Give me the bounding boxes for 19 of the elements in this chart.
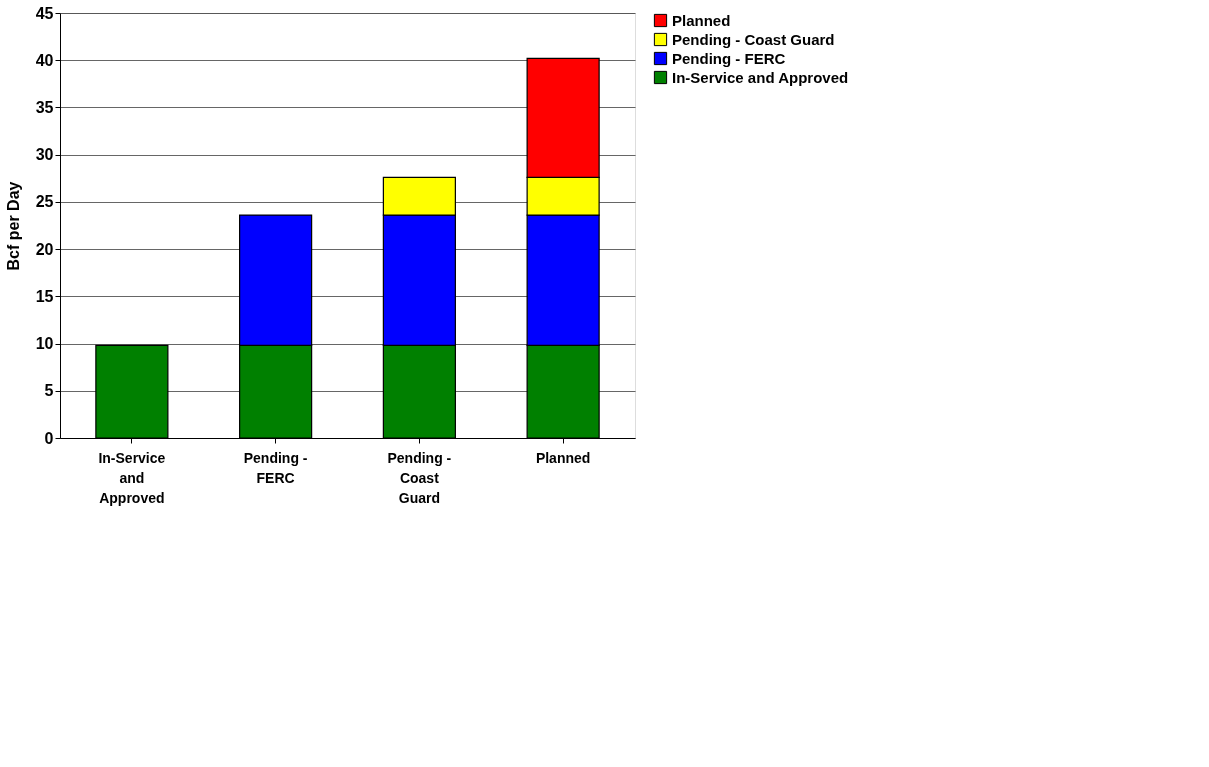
y-tick-label: 0 [44, 429, 54, 447]
x-tick-label: In-Service and Approved [98, 449, 166, 506]
legend-label: Pending - FERC [672, 49, 786, 67]
y-tick-label: 10 [35, 335, 54, 353]
y-tick-label: 25 [35, 193, 54, 211]
legend-label: Planned [672, 11, 731, 29]
x-tick-label: Planned [535, 449, 591, 466]
x-tick-label: Pending - FERC [243, 449, 308, 486]
legend-label: Pending - Coast Guard [672, 30, 835, 48]
y-tick-label: 15 [35, 287, 54, 305]
y-tick-label: 35 [35, 98, 54, 116]
y-tick-label: 5 [44, 382, 54, 400]
x-tick-label: Pending - Coast Guard [387, 449, 452, 506]
y-tick-label: 45 [35, 4, 54, 22]
y-tick-label: 20 [35, 240, 54, 258]
y-axis-title: Bcf per Day [4, 181, 22, 271]
legend-label: In-Service and Approved [672, 68, 849, 86]
y-tick-label: 30 [35, 146, 54, 164]
y-tick-label: 40 [35, 51, 54, 69]
